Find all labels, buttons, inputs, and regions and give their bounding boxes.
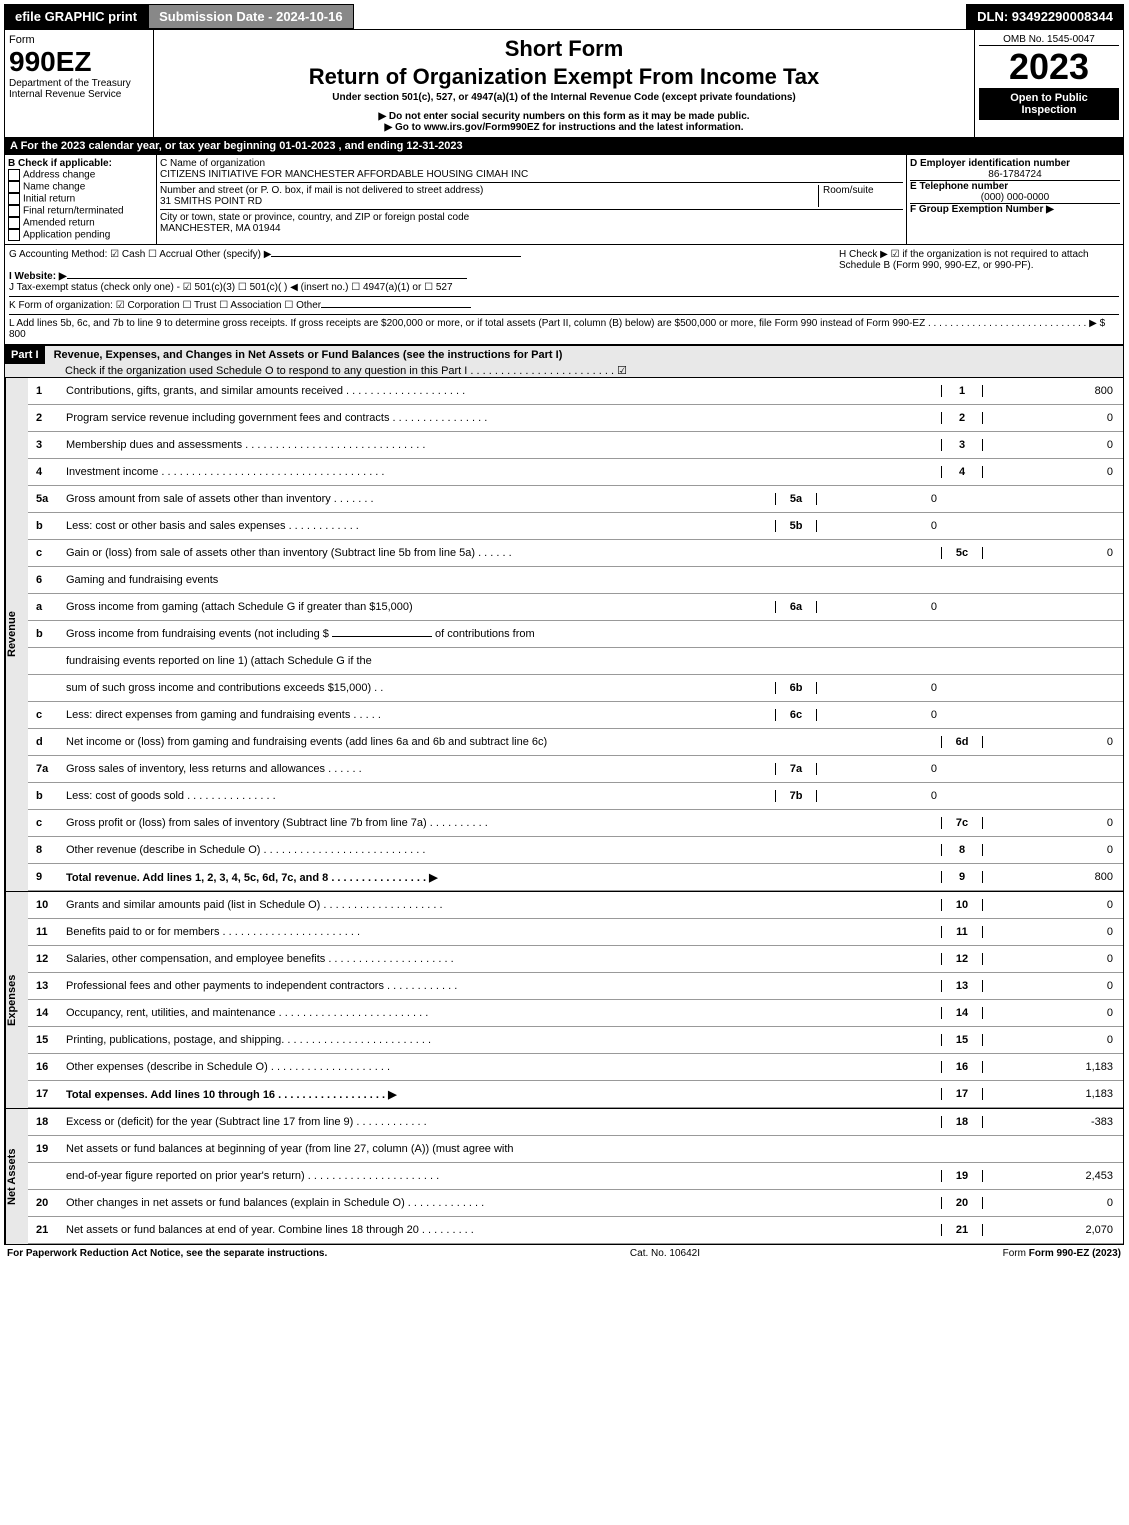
line-16: 16Other expenses (describe in Schedule O…: [28, 1054, 1123, 1081]
revenue-section: Revenue 1Contributions, gifts, grants, a…: [4, 378, 1124, 892]
line-text: 6Gaming and fundraising events: [28, 567, 1123, 594]
line-text: fundraising events reported on line 1) (…: [28, 648, 1123, 675]
checkbox-option[interactable]: Application pending: [8, 229, 153, 241]
line-11: 11Benefits paid to or for members . . . …: [28, 919, 1123, 946]
part-i-check: Check if the organization used Schedule …: [5, 364, 1123, 377]
line-3: 3Membership dues and assessments . . . .…: [28, 432, 1123, 459]
line-l: L Add lines 5b, 6c, and 7b to line 9 to …: [9, 314, 1119, 340]
line-2: 2Program service revenue including gover…: [28, 405, 1123, 432]
note-ssn: ▶ Do not enter social security numbers o…: [158, 111, 970, 122]
expenses-section: Expenses 10Grants and similar amounts pa…: [4, 892, 1124, 1109]
c-street: 31 SMITHS POINT RD: [160, 196, 818, 207]
c-name-label: C Name of organization: [160, 158, 903, 169]
line-6b: sum of such gross income and contributio…: [28, 675, 1123, 702]
c-city-label: City or town, state or province, country…: [160, 212, 903, 223]
line-c: cLess: direct expenses from gaming and f…: [28, 702, 1123, 729]
checkbox-option[interactable]: Name change: [8, 181, 153, 193]
dln: DLN: 93492290008344: [966, 4, 1124, 29]
checkbox-option[interactable]: Final return/terminated: [8, 205, 153, 217]
form-header: Form 990EZ Department of the Treasury In…: [4, 29, 1124, 138]
section-g-to-l: G Accounting Method: ☑ Cash ☐ Accrual Ot…: [4, 245, 1124, 345]
d-ein: 86-1784724: [910, 169, 1120, 180]
line-4: 4Investment income . . . . . . . . . . .…: [28, 459, 1123, 486]
part-i-header: Part I Revenue, Expenses, and Changes in…: [4, 345, 1124, 378]
line-text: bGross income from fundraising events (n…: [28, 621, 1123, 648]
line-1: 1Contributions, gifts, grants, and simil…: [28, 378, 1123, 405]
line-20: 20Other changes in net assets or fund ba…: [28, 1190, 1123, 1217]
line-: end-of-year figure reported on prior yea…: [28, 1163, 1123, 1190]
line-g: G Accounting Method: ☑ Cash ☐ Accrual Ot…: [9, 249, 839, 260]
line-j: J Tax-exempt status (check only one) - ☑…: [9, 282, 1119, 293]
line-b: bLess: cost of goods sold . . . . . . . …: [28, 783, 1123, 810]
line-a: aGross income from gaming (attach Schedu…: [28, 594, 1123, 621]
netassets-section: Net Assets 18Excess or (deficit) for the…: [4, 1109, 1124, 1245]
short-form-title: Short Form: [160, 36, 968, 62]
dept-treasury: Department of the Treasury: [9, 78, 149, 89]
b-label: B Check if applicable:: [8, 158, 153, 169]
checkbox-option[interactable]: Amended return: [8, 217, 153, 229]
note-link[interactable]: ▶ Go to www.irs.gov/Form990EZ for instru…: [158, 122, 970, 133]
main-title: Return of Organization Exempt From Incom…: [160, 64, 968, 90]
part-i-title: Revenue, Expenses, and Changes in Net As…: [48, 349, 563, 361]
line-7a: 7aGross sales of inventory, less returns…: [28, 756, 1123, 783]
footer-left: For Paperwork Reduction Act Notice, see …: [7, 1248, 327, 1259]
line-d: dNet income or (loss) from gaming and fu…: [28, 729, 1123, 756]
c-room: Room/suite: [818, 185, 903, 207]
line-10: 10Grants and similar amounts paid (list …: [28, 892, 1123, 919]
line-k: K Form of organization: ☑ Corporation ☐ …: [9, 296, 1119, 311]
top-bar: efile GRAPHIC print Submission Date - 20…: [4, 4, 1124, 29]
line-a: A For the 2023 calendar year, or tax yea…: [4, 138, 1124, 154]
line-18: 18Excess or (deficit) for the year (Subt…: [28, 1109, 1123, 1136]
line-h: H Check ▶ ☑ if the organization is not r…: [839, 249, 1119, 271]
line-14: 14Occupancy, rent, utilities, and mainte…: [28, 1000, 1123, 1027]
line-c: cGain or (loss) from sale of assets othe…: [28, 540, 1123, 567]
line-text: 19Net assets or fund balances at beginni…: [28, 1136, 1123, 1163]
line-9: 9Total revenue. Add lines 1, 2, 3, 4, 5c…: [28, 864, 1123, 891]
line-17: 17Total expenses. Add lines 10 through 1…: [28, 1081, 1123, 1108]
section-b-to-f: B Check if applicable: Address changeNam…: [4, 154, 1124, 245]
c-name: CITIZENS INITIATIVE FOR MANCHESTER AFFOR…: [160, 169, 903, 180]
checkbox-option[interactable]: Initial return: [8, 193, 153, 205]
line-i: I Website: ▶: [9, 271, 1119, 282]
e-label: E Telephone number: [910, 180, 1120, 192]
subtitle: Under section 501(c), 527, or 4947(a)(1)…: [158, 92, 970, 103]
checkbox-option[interactable]: Address change: [8, 169, 153, 181]
line-12: 12Salaries, other compensation, and empl…: [28, 946, 1123, 973]
line-c: cGross profit or (loss) from sales of in…: [28, 810, 1123, 837]
line-15: 15Printing, publications, postage, and s…: [28, 1027, 1123, 1054]
d-label: D Employer identification number: [910, 158, 1120, 169]
efile-print-button[interactable]: efile GRAPHIC print: [4, 4, 148, 29]
form-label: Form: [9, 34, 149, 46]
line-b: bLess: cost or other basis and sales exp…: [28, 513, 1123, 540]
netassets-tab: Net Assets: [5, 1109, 28, 1244]
e-phone: (000) 000-0000: [910, 192, 1120, 203]
footer: For Paperwork Reduction Act Notice, see …: [4, 1245, 1124, 1262]
line-21: 21Net assets or fund balances at end of …: [28, 1217, 1123, 1244]
line-8: 8Other revenue (describe in Schedule O) …: [28, 837, 1123, 864]
tax-year: 2023: [979, 46, 1119, 88]
line-5a: 5aGross amount from sale of assets other…: [28, 486, 1123, 513]
c-street-label: Number and street (or P. O. box, if mail…: [160, 185, 818, 196]
footer-right: Form Form 990-EZ (2023): [1003, 1248, 1121, 1259]
submission-date: Submission Date - 2024-10-16: [148, 4, 354, 29]
omb: OMB No. 1545-0047: [979, 34, 1119, 46]
line-13: 13Professional fees and other payments t…: [28, 973, 1123, 1000]
c-city: MANCHESTER, MA 01944: [160, 223, 903, 234]
expenses-tab: Expenses: [5, 892, 28, 1108]
irs: Internal Revenue Service: [9, 89, 149, 100]
revenue-tab: Revenue: [5, 378, 28, 891]
part-i-tag: Part I: [5, 346, 45, 364]
open-inspection: Open to Public Inspection: [979, 88, 1119, 120]
form-number: 990EZ: [9, 46, 149, 78]
f-label: F Group Exemption Number ▶: [910, 203, 1120, 215]
footer-mid: Cat. No. 10642I: [327, 1248, 1002, 1259]
